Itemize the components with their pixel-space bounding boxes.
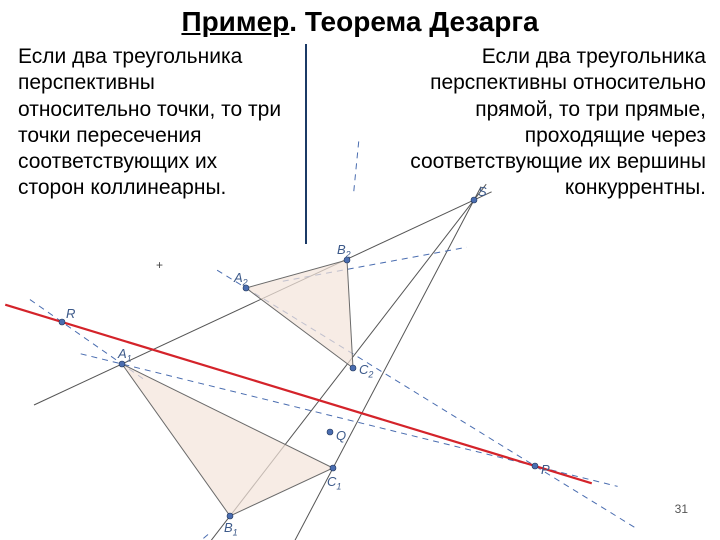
desargues-diagram (0, 0, 720, 540)
point-label-A2: A2 (234, 270, 248, 288)
point-label-C1: C1 (327, 474, 341, 492)
point-label-B2: B2 (337, 242, 351, 260)
point-label-A1: A1 (118, 346, 132, 364)
point-label-Q: Q (336, 428, 346, 443)
plus-mark: + (156, 258, 163, 272)
point-label-P: P (541, 462, 550, 477)
point-label-B1: B1 (224, 520, 238, 538)
page-number: 31 (675, 502, 688, 516)
point-label-S: S (478, 184, 487, 199)
point-label-R: R (66, 306, 75, 321)
point-label-C2: C2 (359, 362, 373, 380)
